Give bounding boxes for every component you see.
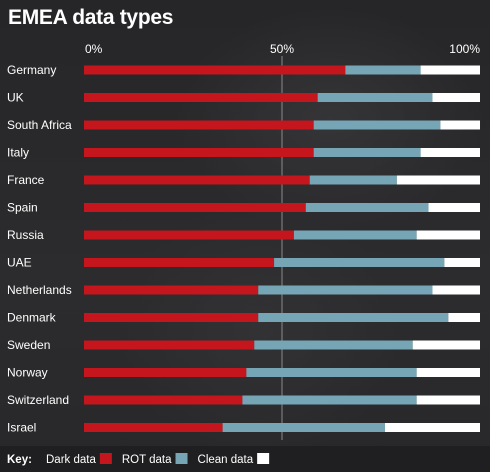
- bar-rot-data: [293, 230, 417, 240]
- bar-dark-data: [84, 258, 275, 267]
- legend-swatch-rot-data: [175, 453, 188, 464]
- bar-clean-data: [396, 175, 480, 185]
- bar-dark-data: [84, 368, 247, 377]
- bar-dark-data: [84, 93, 318, 102]
- x-tick-label: 0%: [85, 42, 103, 56]
- category-label: France: [7, 173, 45, 187]
- bar-rot-data: [274, 258, 445, 267]
- bar-clean-data: [384, 423, 480, 432]
- bar-clean-data: [444, 258, 480, 267]
- bar-clean-data: [416, 230, 480, 240]
- category-label: Switzerland: [7, 393, 69, 407]
- legend-swatch-dark-data: [99, 453, 112, 464]
- legend-swatch-clean-data: [257, 453, 270, 464]
- bar-dark-data: [84, 313, 259, 322]
- bar-rot-data: [345, 65, 421, 75]
- category-label: Norway: [7, 366, 48, 380]
- category-label: UK: [7, 91, 24, 105]
- category-label: Sweden: [7, 338, 50, 352]
- legend-label-dark-data: Dark data: [46, 454, 96, 466]
- bar-dark-data: [84, 230, 294, 240]
- category-label: Italy: [7, 146, 29, 160]
- category-label: Spain: [7, 201, 38, 215]
- category-label: Netherlands: [7, 283, 72, 297]
- bar-rot-data: [222, 423, 385, 432]
- bar-rot-data: [254, 340, 413, 350]
- bar-dark-data: [84, 148, 314, 157]
- bar-clean-data: [432, 285, 480, 295]
- x-tick-label: 100%: [449, 42, 480, 56]
- legend-label-rot-data: ROT data: [122, 454, 172, 466]
- category-label: Denmark: [7, 311, 57, 325]
- legend-band: [0, 446, 490, 472]
- category-label: Israel: [7, 421, 36, 435]
- bar-rot-data: [246, 368, 417, 377]
- legend-label-clean-data: Clean data: [198, 454, 254, 466]
- legend-title: Key:: [7, 454, 32, 466]
- bar-clean-data: [440, 120, 480, 130]
- bar-rot-data: [305, 203, 429, 212]
- bar-rot-data: [313, 120, 441, 130]
- category-label: Russia: [7, 228, 44, 242]
- bar-clean-data: [428, 203, 480, 212]
- bar-dark-data: [84, 120, 314, 130]
- bar-rot-data: [317, 93, 433, 102]
- category-label: UAE: [7, 256, 32, 270]
- bar-dark-data: [84, 203, 306, 212]
- category-label: Germany: [7, 63, 56, 77]
- bar-rot-data: [309, 175, 397, 185]
- bar-clean-data: [448, 313, 480, 322]
- bar-clean-data: [432, 93, 480, 102]
- bar-clean-data: [412, 340, 480, 350]
- bar-dark-data: [84, 395, 243, 405]
- bar-clean-data: [416, 368, 480, 377]
- bar-clean-data: [420, 148, 480, 157]
- bar-rot-data: [242, 395, 417, 405]
- bar-clean-data: [420, 65, 480, 75]
- bar-clean-data: [416, 395, 480, 405]
- bar-rot-data: [258, 285, 433, 295]
- bar-dark-data: [84, 423, 223, 432]
- bar-dark-data: [84, 175, 310, 185]
- chart-title: EMEA data types: [8, 6, 174, 29]
- bar-rot-data: [258, 313, 449, 322]
- x-tick-label: 50%: [270, 42, 294, 56]
- bar-rot-data: [313, 148, 421, 157]
- bar-dark-data: [84, 65, 346, 75]
- bar-dark-data: [84, 285, 259, 295]
- category-label: South Africa: [7, 118, 72, 132]
- bar-dark-data: [84, 340, 255, 350]
